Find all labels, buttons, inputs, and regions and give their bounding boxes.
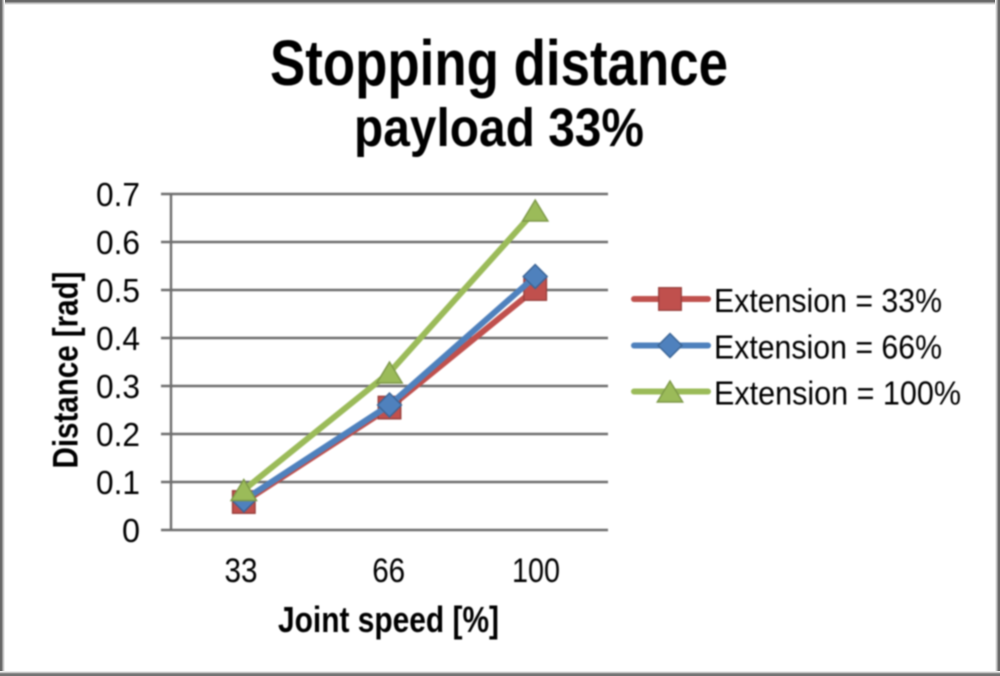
svg-text:payload 33%: payload 33%: [354, 98, 644, 158]
svg-text:Extension = 33%: Extension = 33%: [714, 282, 942, 319]
svg-text:0.5: 0.5: [96, 272, 140, 309]
svg-text:Distance [rad]: Distance [rad]: [47, 272, 86, 469]
svg-text:0.6: 0.6: [96, 224, 140, 261]
svg-text:0.7: 0.7: [96, 176, 140, 213]
svg-text:Extension = 100%: Extension = 100%: [714, 375, 961, 412]
svg-text:0.2: 0.2: [96, 416, 140, 453]
svg-text:33: 33: [225, 552, 258, 590]
svg-text:Joint speed [%]: Joint speed [%]: [278, 599, 499, 640]
svg-text:66: 66: [372, 552, 405, 590]
svg-text:0.1: 0.1: [96, 464, 140, 501]
svg-text:0.3: 0.3: [96, 368, 140, 405]
svg-text:Extension = 66%: Extension = 66%: [714, 329, 942, 366]
svg-text:100: 100: [512, 552, 560, 590]
svg-text:Stopping distance: Stopping distance: [270, 27, 728, 99]
svg-text:0: 0: [122, 512, 140, 549]
svg-text:0.4: 0.4: [96, 320, 140, 357]
